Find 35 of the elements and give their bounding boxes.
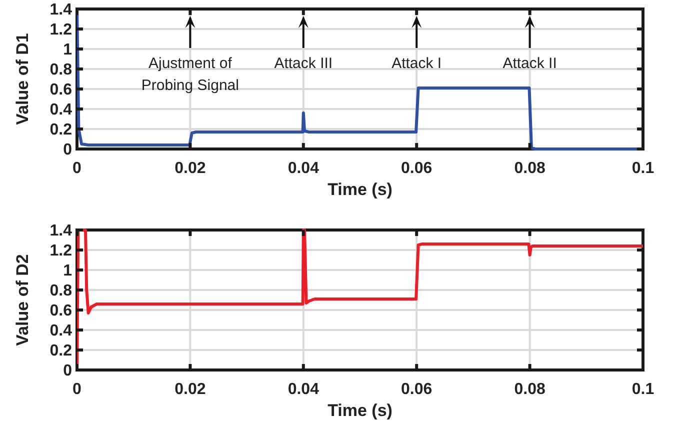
y-tick-label: 1 <box>63 42 72 59</box>
y-tick-label: 1.4 <box>50 2 72 19</box>
line-series <box>77 228 643 372</box>
y-tick-label: 0.8 <box>50 62 72 79</box>
y-tick-label: 0.2 <box>50 122 72 139</box>
annotation: Attack III <box>274 55 333 72</box>
y-tick-label: 1 <box>63 262 72 280</box>
x-tick-label: 0.08 <box>514 381 546 398</box>
x-axis-title: Time (s) <box>328 401 392 420</box>
x-tick-label: 0.06 <box>401 160 432 177</box>
x-tick-label: 0.06 <box>401 381 432 398</box>
y-tick-label: 0.4 <box>50 322 72 340</box>
y-tick-label: 0.8 <box>50 282 72 300</box>
y-tick-label: 0.2 <box>50 342 72 360</box>
x-tick-label: 0.02 <box>174 381 206 398</box>
x-axis-title: Time (s) <box>328 180 392 199</box>
x-tick-label: 0.04 <box>288 381 320 398</box>
y-tick-label: 0 <box>63 142 72 159</box>
x-tick-label: 0.1 <box>632 160 654 177</box>
x-tick-label: 0.02 <box>174 160 206 177</box>
x-tick-label: 0.1 <box>632 381 654 398</box>
x-tick-label: 0.04 <box>288 160 320 177</box>
y-axis-title: Value of D2 <box>13 254 32 346</box>
annotation: Attack II <box>502 55 557 72</box>
y-tick-label: 0.4 <box>50 102 72 119</box>
y-axis-title: Value of D1 <box>13 33 32 125</box>
y-tick-label: 0.6 <box>50 82 72 99</box>
annotation: Ajustment of Probing Signal <box>141 55 239 94</box>
y-tick-label: 0 <box>63 362 72 380</box>
annotation: Attack I <box>392 55 442 72</box>
y-tick-label: 1.4 <box>50 222 72 240</box>
y-tick-label: 0.6 <box>50 302 72 320</box>
x-tick-label: 0.08 <box>514 160 546 177</box>
y-tick-label: 1.2 <box>50 22 72 39</box>
y-tick-label: 1.2 <box>50 242 72 260</box>
